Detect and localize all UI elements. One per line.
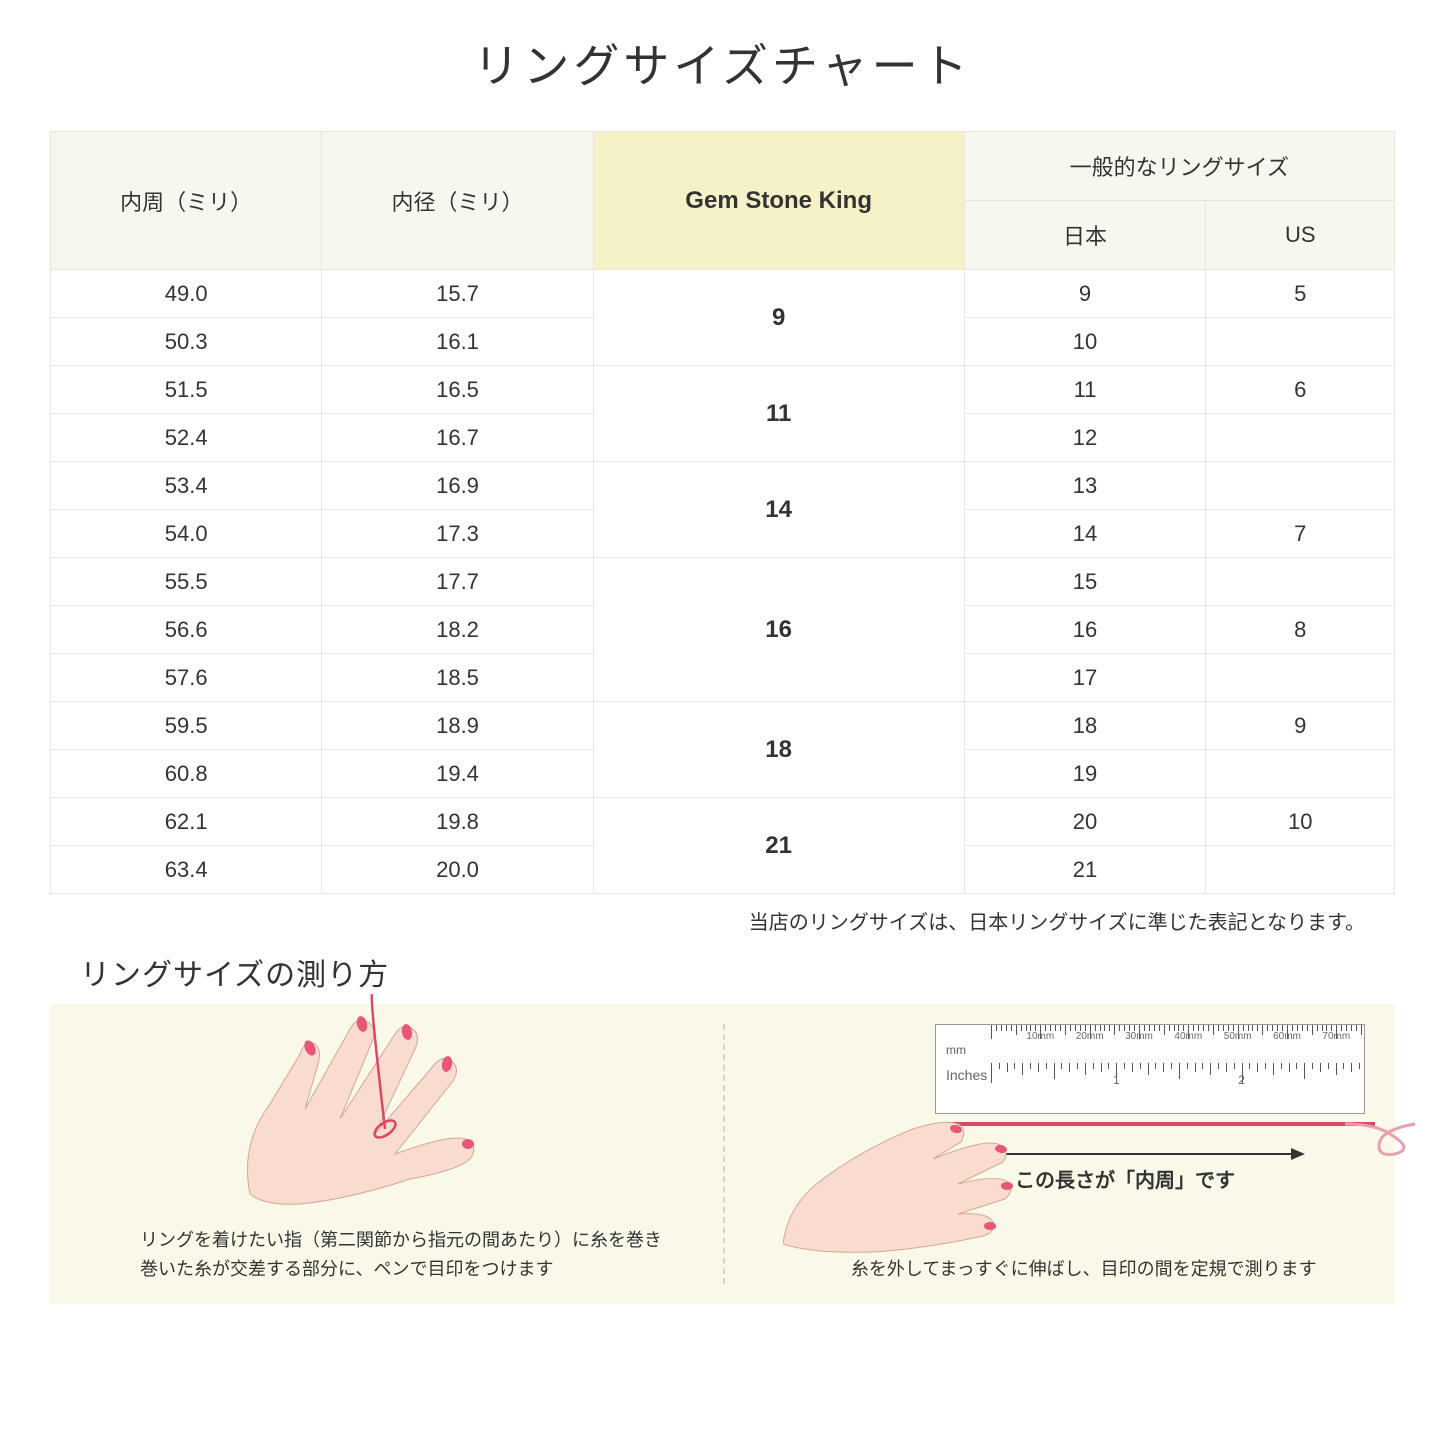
cell-dia: 18.5 bbox=[322, 654, 593, 702]
cell-jp: 17 bbox=[964, 654, 1206, 702]
cell-us bbox=[1206, 558, 1395, 606]
cell-circ: 50.3 bbox=[51, 318, 322, 366]
cell-jp: 21 bbox=[964, 846, 1206, 894]
cell-circ: 53.4 bbox=[51, 462, 322, 510]
table-row: 49.015.7995 bbox=[51, 270, 1395, 318]
col-us: US bbox=[1206, 201, 1395, 270]
cell-dia: 17.7 bbox=[322, 558, 593, 606]
cell-dia: 19.8 bbox=[322, 798, 593, 846]
cell-circ: 54.0 bbox=[51, 510, 322, 558]
cell-dia: 20.0 bbox=[322, 846, 593, 894]
cell-jp: 20 bbox=[964, 798, 1206, 846]
col-diameter: 内径（ミリ） bbox=[322, 132, 593, 270]
col-circumference: 内周（ミリ） bbox=[51, 132, 322, 270]
ruler-mm-label: mm bbox=[946, 1043, 966, 1057]
cell-us bbox=[1206, 750, 1395, 798]
cell-gsk: 14 bbox=[593, 462, 964, 558]
cell-jp: 10 bbox=[964, 318, 1206, 366]
instructions-panel: リングを着けたい指（第二関節から指元の間あたり）に糸を巻き巻いた糸が交差する部分… bbox=[50, 1004, 1395, 1304]
cell-us: 10 bbox=[1206, 798, 1395, 846]
cell-gsk: 18 bbox=[593, 702, 964, 798]
cell-us: 8 bbox=[1206, 606, 1395, 654]
col-gsk: Gem Stone King bbox=[593, 132, 964, 270]
cell-dia: 17.3 bbox=[322, 510, 593, 558]
instruction-right-caption: 糸を外してまっすぐに伸ばし、目印の間を定規で測ります bbox=[813, 1255, 1356, 1284]
cell-jp: 13 bbox=[964, 462, 1206, 510]
cell-us: 6 bbox=[1206, 366, 1395, 414]
cell-jp: 11 bbox=[964, 366, 1206, 414]
cell-jp: 19 bbox=[964, 750, 1206, 798]
table-row: 62.119.8212010 bbox=[51, 798, 1395, 846]
hand-wrap-icon bbox=[210, 994, 530, 1214]
ring-size-table: 内周（ミリ） 内径（ミリ） Gem Stone King 一般的なリングサイズ … bbox=[50, 131, 1395, 894]
cell-us bbox=[1206, 318, 1395, 366]
cell-jp: 14 bbox=[964, 510, 1206, 558]
cell-gsk: 11 bbox=[593, 366, 964, 462]
table-row: 55.517.71615 bbox=[51, 558, 1395, 606]
cell-dia: 16.7 bbox=[322, 414, 593, 462]
instruction-left-caption: リングを着けたい指（第二関節から指元の間あたり）に糸を巻き巻いた糸が交差する部分… bbox=[140, 1226, 683, 1284]
cell-dia: 16.9 bbox=[322, 462, 593, 510]
cell-circ: 51.5 bbox=[51, 366, 322, 414]
cell-dia: 19.4 bbox=[322, 750, 593, 798]
instruction-left: リングを着けたい指（第二関節から指元の間あたり）に糸を巻き巻いた糸が交差する部分… bbox=[50, 1004, 723, 1304]
measure-subtitle: リングサイズの測り方 bbox=[80, 950, 1395, 994]
cell-gsk: 16 bbox=[593, 558, 964, 702]
cell-jp: 9 bbox=[964, 270, 1206, 318]
footnote: 当店のリングサイズは、日本リングサイズに準じた表記となります。 bbox=[50, 906, 1395, 935]
col-japan: 日本 bbox=[964, 201, 1206, 270]
cell-circ: 59.5 bbox=[51, 702, 322, 750]
cell-circ: 56.6 bbox=[51, 606, 322, 654]
cell-jp: 18 bbox=[964, 702, 1206, 750]
instruction-right: 10mm20mm30mm40mm50mm60mm70mm12 mm Inches… bbox=[723, 1004, 1396, 1304]
cell-circ: 57.6 bbox=[51, 654, 322, 702]
cell-us: 7 bbox=[1206, 510, 1395, 558]
cell-us bbox=[1206, 846, 1395, 894]
table-row: 53.416.91413 bbox=[51, 462, 1395, 510]
cell-us bbox=[1206, 654, 1395, 702]
cell-circ: 63.4 bbox=[51, 846, 322, 894]
table-row: 51.516.511116 bbox=[51, 366, 1395, 414]
cell-jp: 15 bbox=[964, 558, 1206, 606]
cell-circ: 62.1 bbox=[51, 798, 322, 846]
page-title: リングサイズチャート bbox=[50, 30, 1395, 96]
cell-circ: 52.4 bbox=[51, 414, 322, 462]
thread-curl-icon bbox=[1345, 1099, 1425, 1159]
cell-us bbox=[1206, 414, 1395, 462]
cell-gsk: 9 bbox=[593, 270, 964, 366]
cell-jp: 16 bbox=[964, 606, 1206, 654]
cell-dia: 16.5 bbox=[322, 366, 593, 414]
cell-us: 5 bbox=[1206, 270, 1395, 318]
cell-dia: 16.1 bbox=[322, 318, 593, 366]
cell-us bbox=[1206, 462, 1395, 510]
col-general: 一般的なリングサイズ bbox=[964, 132, 1394, 201]
cell-circ: 60.8 bbox=[51, 750, 322, 798]
cell-dia: 15.7 bbox=[322, 270, 593, 318]
cell-dia: 18.2 bbox=[322, 606, 593, 654]
hand-hold-icon bbox=[783, 1074, 1063, 1254]
cell-dia: 18.9 bbox=[322, 702, 593, 750]
cell-jp: 12 bbox=[964, 414, 1206, 462]
table-row: 59.518.918189 bbox=[51, 702, 1395, 750]
cell-gsk: 21 bbox=[593, 798, 964, 894]
cell-circ: 55.5 bbox=[51, 558, 322, 606]
cell-circ: 49.0 bbox=[51, 270, 322, 318]
cell-us: 9 bbox=[1206, 702, 1395, 750]
